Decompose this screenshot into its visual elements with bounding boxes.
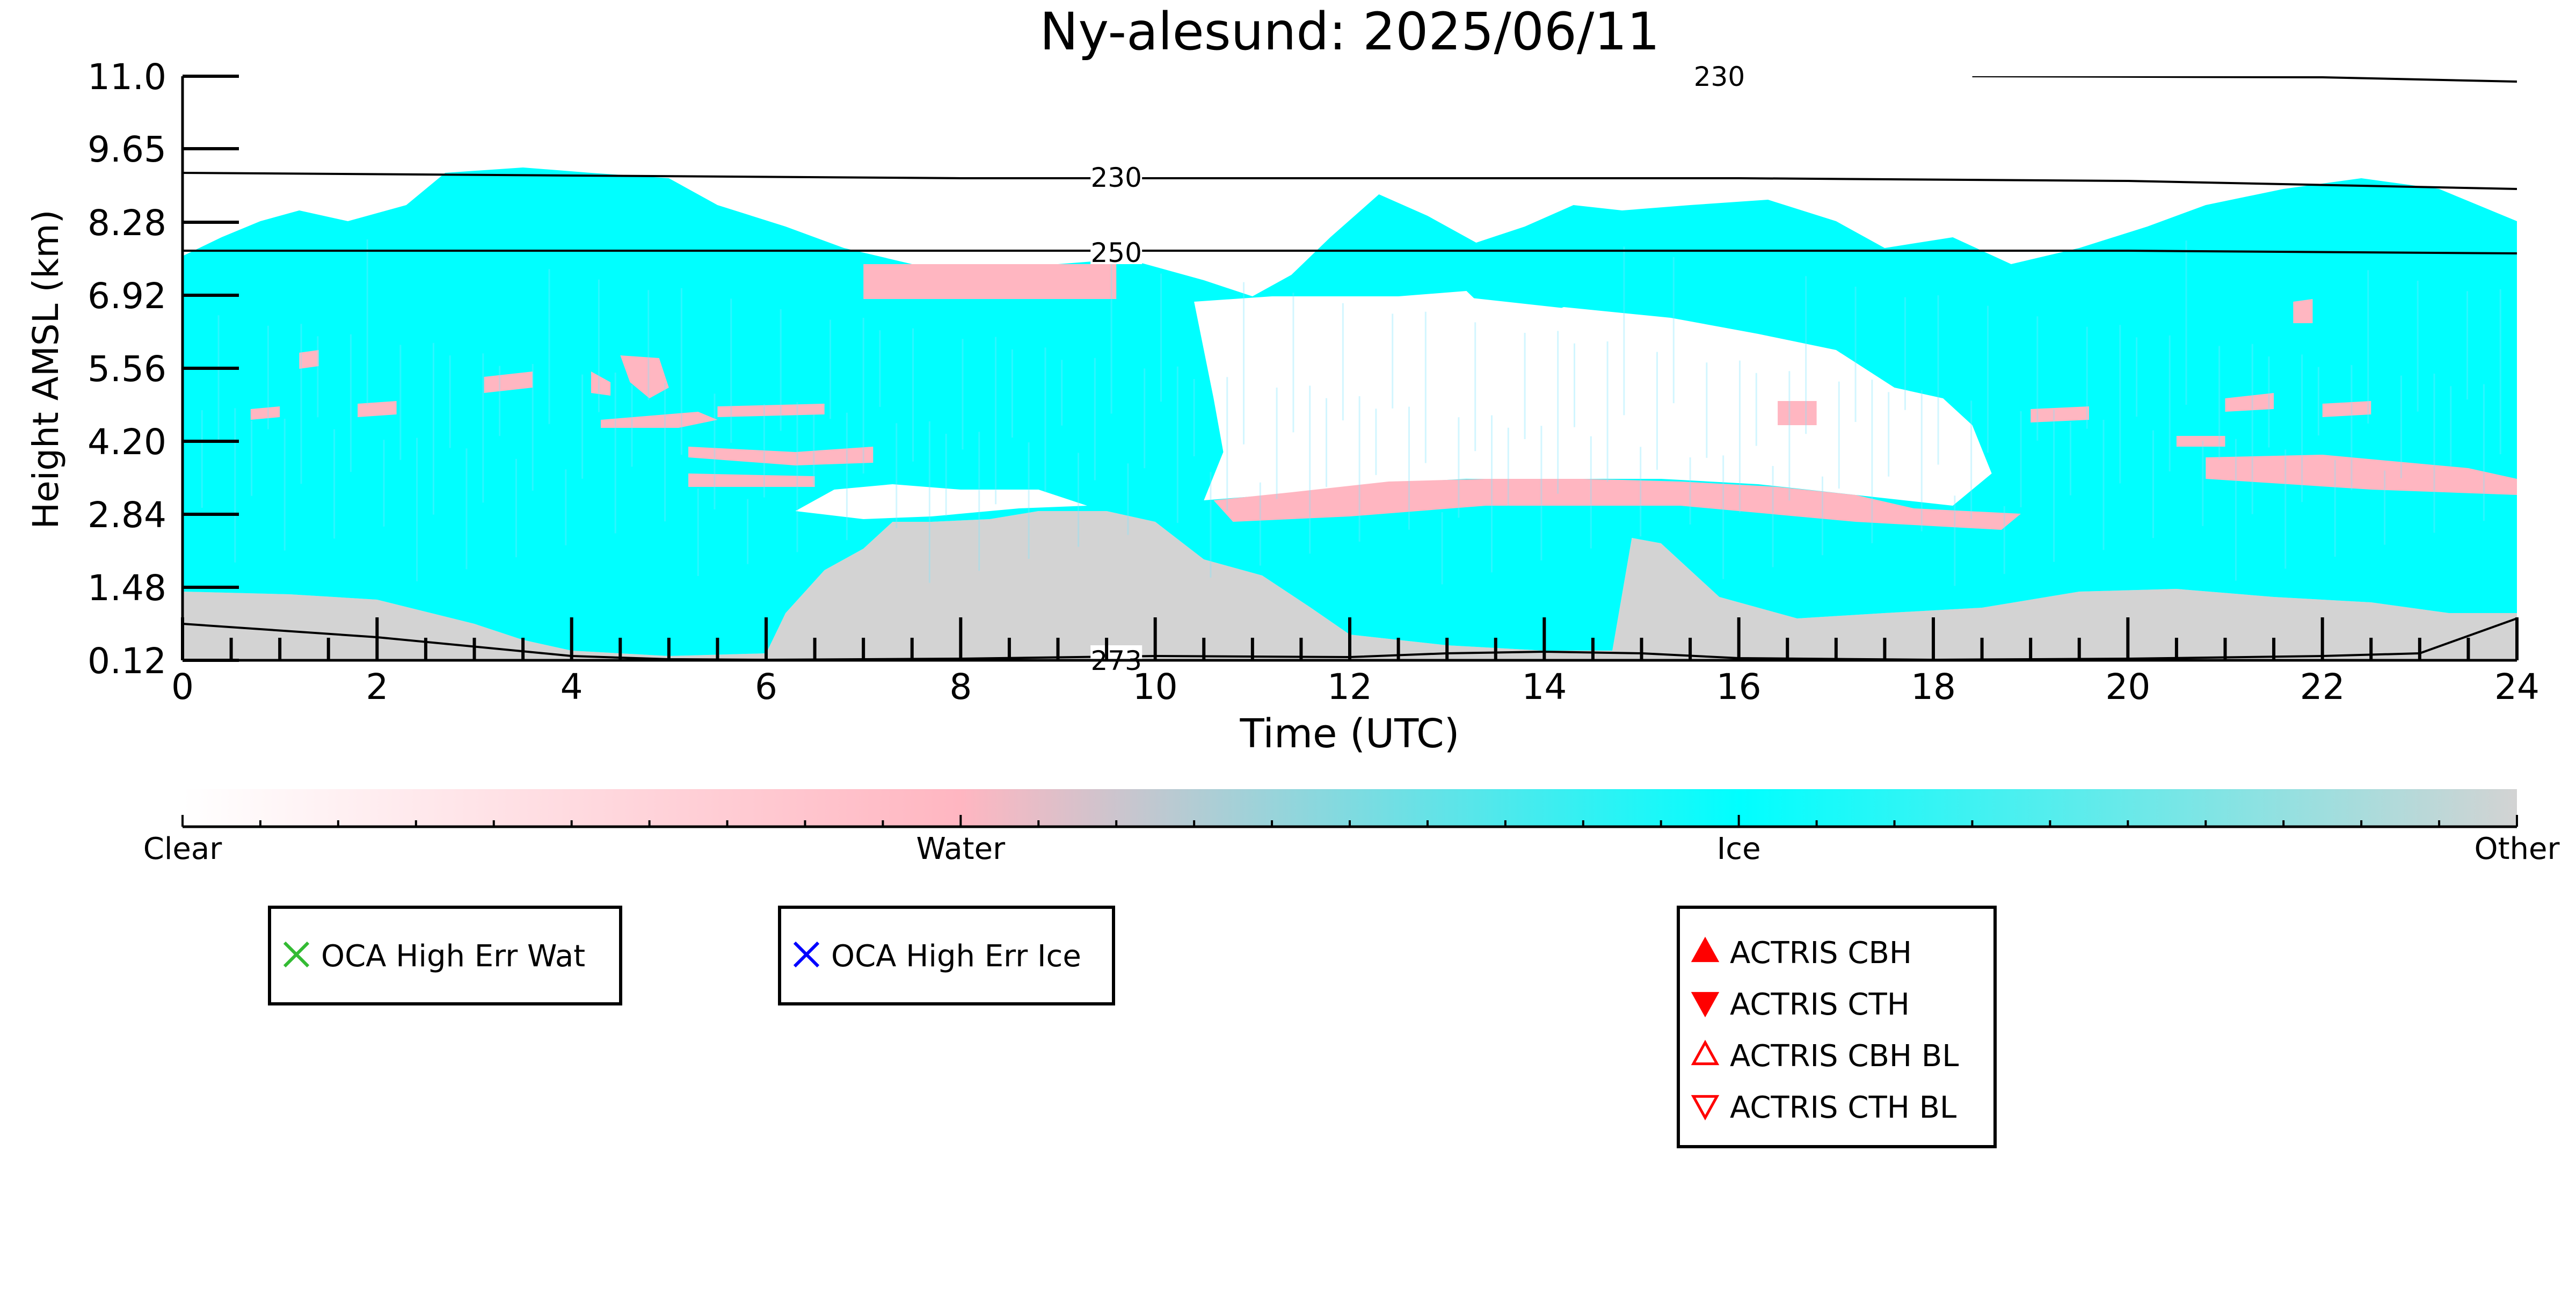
y-tick-label: 6.92: [88, 275, 166, 317]
x-axis-label: Time (UTC): [1239, 711, 1459, 757]
ice-striations: [201, 239, 2501, 586]
region-water-14: [2031, 406, 2089, 422]
legend-box-1: OCA High Err Ice: [778, 906, 1115, 1005]
y-tick-label: 5.56: [88, 348, 166, 390]
legend-label: OCA High Err Wat: [321, 939, 585, 974]
region-water-8: [601, 412, 718, 428]
region-water-17: [2293, 299, 2313, 323]
legend-label: OCA High Err Ice: [831, 939, 1081, 974]
colorbar-label: Ice: [1717, 832, 1761, 866]
contour-label-bg: [1090, 162, 1143, 189]
region-water-12: [2225, 393, 2274, 412]
legend-box-0: OCA High Err Wat: [268, 906, 622, 1005]
region-water-9: [717, 404, 825, 417]
y-tick-label: 9.65: [88, 129, 166, 170]
legend-marker-triangle-down: [1691, 1095, 1720, 1121]
chart-title: Ny-alesund: 2025/06/11: [1040, 2, 1660, 62]
y-tick-label: 1.48: [88, 567, 166, 609]
region-clear-0: [1194, 291, 1992, 506]
region-water-15: [2176, 436, 2225, 447]
x-tick-label: 22: [2300, 666, 2345, 708]
region-water-4: [358, 401, 397, 417]
legend-label: ACTRIS CBH BL: [1730, 1039, 1959, 1074]
contour-230-3: [1972, 76, 2517, 83]
region-water-7: [620, 355, 669, 398]
region-water-10: [688, 447, 874, 465]
y-tick-label: 11.0: [88, 56, 166, 98]
colorbar-label: Clear: [143, 832, 222, 866]
legend-frame: [1677, 906, 1997, 1148]
x-tick-label: 20: [2105, 666, 2150, 708]
legend-frame: [268, 906, 622, 1005]
legend-marker-triangle-up: [1691, 936, 1720, 963]
region-water-16: [2206, 455, 2517, 495]
legend-box-2: ACTRIS CBH ACTRIS CTH ACTRIS CBH BL ACTRIS …: [1677, 906, 1997, 1148]
phase-regions: [183, 167, 2517, 660]
x-tick-label: 18: [1911, 666, 1956, 708]
region-water-5: [484, 371, 533, 393]
colorbar-label: Other: [2474, 832, 2560, 866]
x-tick-label: 2: [366, 666, 388, 708]
y-tick-label: 4.20: [88, 421, 166, 463]
legend-frame: [778, 906, 1115, 1005]
region-water-6: [591, 371, 611, 396]
y-tick-label: 0.12: [88, 640, 166, 682]
x-tick-label: 16: [1716, 666, 1762, 708]
x-tick-label: 6: [755, 666, 777, 708]
region-water-3: [250, 406, 280, 420]
contour-label-bg: [1090, 237, 1143, 264]
legend-marker-triangle-down: [1691, 992, 1720, 1018]
legend-marker-x: [283, 941, 310, 968]
x-tick-label: 12: [1327, 666, 1372, 708]
x-tick-label: 24: [2494, 666, 2539, 708]
legend-label: ACTRIS CTH BL: [1730, 1090, 1956, 1125]
legend-marker-triangle-up: [1691, 1039, 1720, 1066]
y-tick-label: 2.84: [88, 494, 166, 536]
colorbar-label: Water: [916, 832, 1006, 866]
legend-label: ACTRIS CTH: [1730, 987, 1910, 1022]
x-tick-label: 4: [561, 666, 583, 708]
region-water-1: [1213, 479, 2021, 530]
region-water-0: [863, 264, 1117, 299]
region-water-11: [688, 473, 815, 487]
contour-label-bg: [1090, 645, 1143, 672]
colorbar: Clear Water Ice Other: [143, 789, 2560, 866]
x-tick-label: 8: [949, 666, 972, 708]
region-clear-1: [795, 484, 1087, 519]
region-water-18: [1778, 401, 1817, 425]
legends: OCA High Err Wat OCA High Err Ice ACTRIS C…: [268, 906, 1997, 1148]
contour-250-1: [183, 250, 2517, 254]
region-water-2: [299, 350, 319, 369]
contour-label: 230: [1694, 61, 1745, 92]
contour-label: 230: [1090, 162, 1141, 193]
contour-label: 250: [1090, 237, 1141, 268]
region-water-13: [2322, 401, 2371, 417]
legend-label: ACTRIS CBH: [1730, 936, 1912, 971]
x-tick-label: 14: [1522, 666, 1567, 708]
y-axis-label: Height AMSL (km): [25, 210, 67, 529]
x-tick-label: 0: [171, 666, 194, 708]
region-clear-2: [1457, 296, 1603, 447]
x-tick-label: 10: [1133, 666, 1178, 708]
contour-230-0: [183, 172, 2517, 190]
contour-label-bg: [1693, 61, 1745, 88]
y-tick-label: 8.28: [88, 202, 166, 244]
legend-marker-x: [793, 941, 820, 968]
